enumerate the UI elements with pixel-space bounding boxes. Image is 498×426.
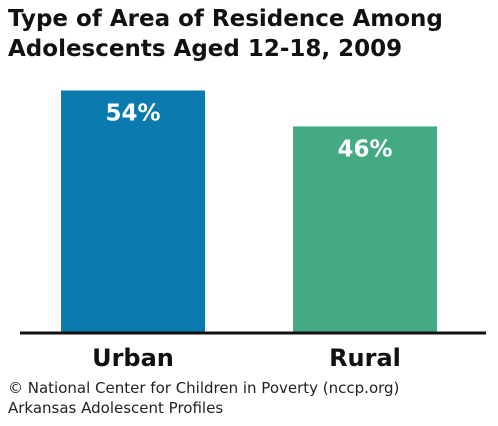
source-credit: © National Center for Children in Povert… xyxy=(8,379,400,397)
category-label-rural: Rural xyxy=(329,344,401,372)
bars-layer xyxy=(61,90,437,333)
category-label-urban: Urban xyxy=(92,344,174,372)
chart-title: Type of Area of Residence Among Adolesce… xyxy=(8,4,488,64)
source-footer: © National Center for Children in Povert… xyxy=(8,378,488,418)
data-label-rural: 46% xyxy=(337,136,392,162)
bar-rural xyxy=(293,126,437,333)
chart-title-line-1: Type of Area of Residence Among xyxy=(8,6,443,32)
labels-layer: 54% Urban 46% Rural xyxy=(92,100,401,372)
source-publication: Arkansas Adolescent Profiles xyxy=(8,399,224,417)
chart-title-line-2: Adolescents Aged 12-18, 2009 xyxy=(8,36,403,62)
bar-urban xyxy=(61,90,205,333)
data-label-urban: 54% xyxy=(105,100,160,126)
